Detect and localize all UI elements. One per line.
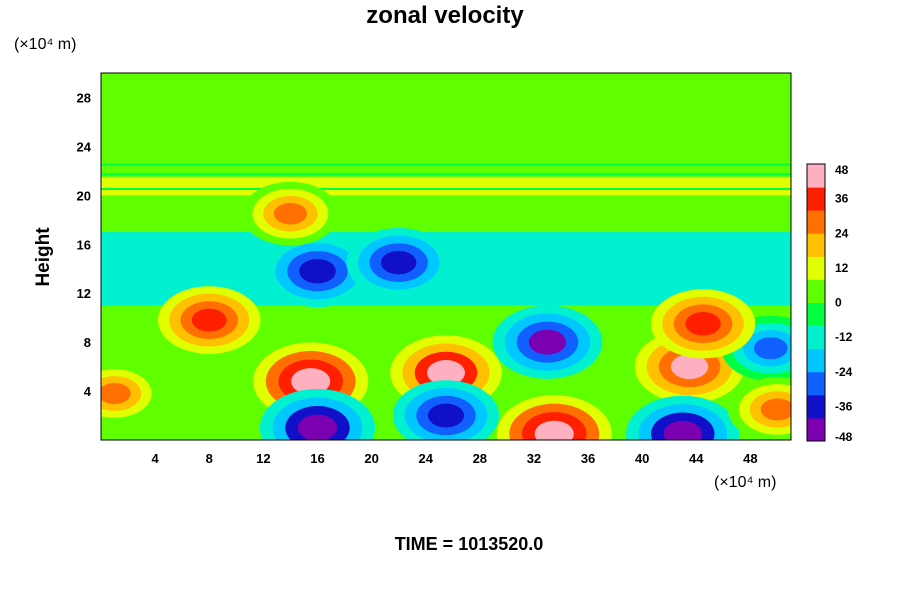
y-tick-label: 4 — [84, 384, 92, 399]
field-contour — [760, 398, 791, 421]
plot-area — [101, 73, 791, 440]
field-band — [101, 158, 791, 177]
x-tick-label: 36 — [581, 451, 595, 466]
x-tick-label: 24 — [418, 451, 433, 466]
colorbar-segment — [807, 164, 825, 188]
colorbar — [806, 163, 826, 442]
y-tick-label: 28 — [77, 90, 91, 105]
field-contour — [753, 337, 788, 360]
colorbar-segment — [807, 233, 825, 257]
colorbar-segment — [807, 187, 825, 211]
x-tick-label: 32 — [527, 451, 541, 466]
y-tick-label: 24 — [77, 139, 92, 154]
x-tick-label: 12 — [256, 451, 270, 466]
field-stripe — [101, 163, 791, 166]
y-unit-label: (×10⁴ m) — [14, 36, 76, 53]
colorbar-tick-label: 12 — [835, 261, 849, 275]
x-tick-label: 44 — [689, 451, 704, 466]
field-contour — [291, 368, 331, 395]
field-contour — [427, 403, 465, 428]
colorbar-segment — [807, 371, 825, 396]
field-contour — [273, 202, 307, 225]
y-tick-labels: 4 8 12 16 20 24 28 — [77, 90, 92, 399]
x-tick-label: 16 — [310, 451, 324, 466]
field-contour — [663, 420, 703, 440]
field-contour — [528, 329, 567, 355]
colorbar-tick-label: -12 — [835, 330, 853, 344]
chart-title: zonal velocity — [366, 2, 524, 29]
y-tick-label: 12 — [77, 286, 91, 301]
x-tick-label: 40 — [635, 451, 649, 466]
field-contour — [380, 250, 417, 275]
colorbar-tick-label: 0 — [835, 296, 842, 310]
colorbar-segment — [807, 279, 825, 303]
colorbar-segment — [807, 417, 825, 442]
colorbar-tick-label: 48 — [835, 163, 849, 177]
field-features — [101, 181, 791, 440]
colorbar-tick-labels: 48 36 24 12 0 -12 -24 -36 -48 — [835, 163, 853, 444]
field-stripe — [101, 187, 791, 190]
field-contour — [299, 258, 336, 284]
colorbar-segment — [807, 302, 825, 327]
field-band — [101, 195, 791, 233]
x-unit-label: (×10⁴ m) — [714, 474, 776, 491]
x-tick-labels: 4 8 12 16 20 24 28 32 36 40 44 48 — [152, 451, 758, 466]
x-tick-label: 28 — [473, 451, 487, 466]
field-contour — [191, 308, 227, 332]
field-stripe — [101, 173, 791, 176]
y-axis-label: Height — [33, 227, 54, 287]
y-tick-label: 20 — [77, 188, 91, 203]
colorbar-tick-label: -48 — [835, 430, 853, 444]
colorbar-tick-label: 24 — [835, 226, 849, 240]
x-tick-label: 20 — [364, 451, 378, 466]
y-tick-label: 16 — [77, 237, 91, 252]
x-tick-label: 8 — [206, 451, 213, 466]
colorbar-segment — [807, 394, 825, 419]
y-tick-label: 8 — [84, 335, 91, 350]
colorbar-frame — [806, 163, 826, 442]
field-contour — [101, 382, 131, 405]
colorbar-tick-label: -24 — [835, 365, 853, 379]
plot-frame — [100, 72, 792, 441]
field-contour — [297, 414, 338, 440]
field-contour — [670, 354, 709, 380]
field-contour — [427, 360, 465, 386]
field-band — [101, 176, 791, 196]
colorbar-tick-label: -36 — [835, 399, 853, 413]
colorbar-segment — [807, 256, 825, 280]
colorbar-segment — [807, 348, 825, 373]
x-tick-label: 4 — [152, 451, 160, 466]
time-label: TIME = 1013520.0 — [395, 534, 544, 554]
field-contour — [685, 312, 721, 336]
colorbar-segment — [807, 325, 825, 350]
colorbar-tick-label: 36 — [835, 192, 849, 206]
colorbar-segment — [807, 210, 825, 234]
x-tick-label: 48 — [743, 451, 757, 466]
field-contour — [534, 420, 574, 440]
